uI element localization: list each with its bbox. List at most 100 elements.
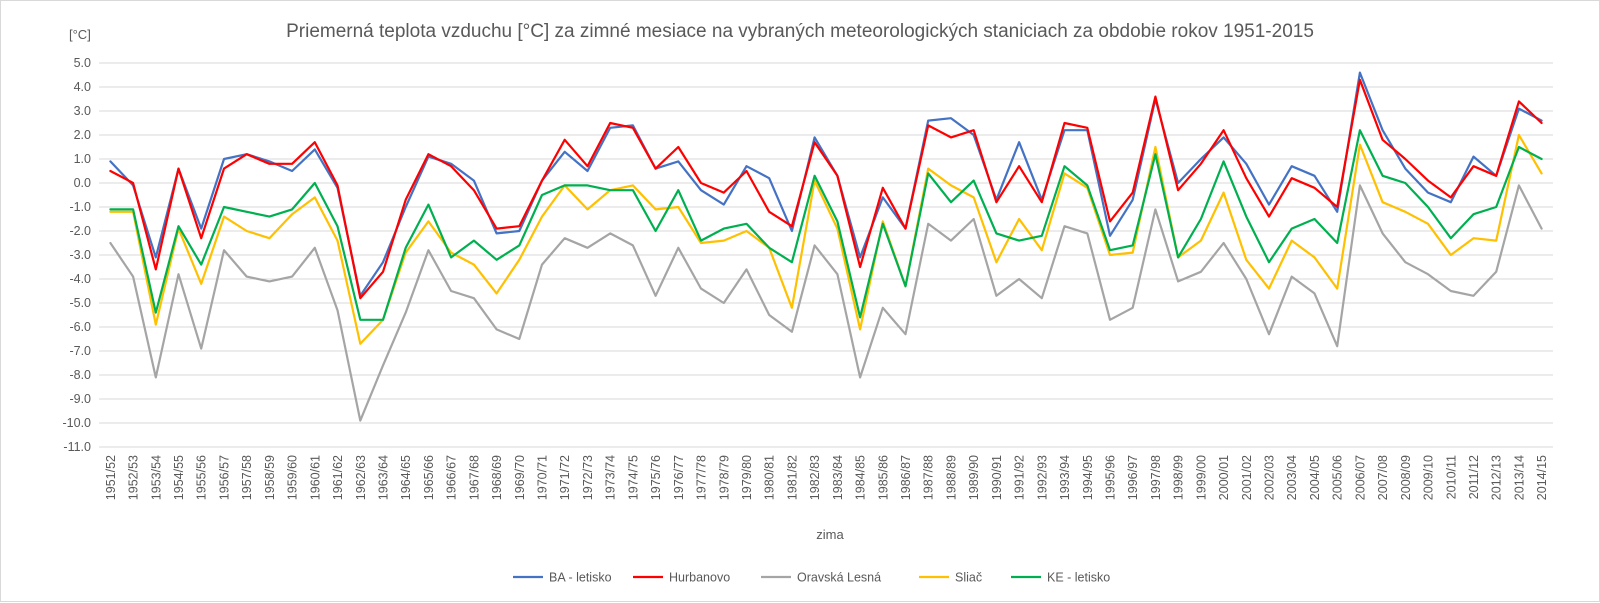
y-tick-label: -9.0 <box>69 392 91 406</box>
legend-label: KE - letisko <box>1047 571 1110 585</box>
x-tick-label: 2007/08 <box>1376 455 1390 500</box>
x-tick-label: 2004/05 <box>1308 455 1322 500</box>
x-tick-label: 1998/99 <box>1172 455 1186 500</box>
series-line-3 <box>109 133 1543 345</box>
legend-label: BA - letisko <box>549 571 612 585</box>
y-tick-label: 1.0 <box>74 152 91 166</box>
x-tick-label: 1994/95 <box>1081 455 1095 500</box>
x-tick-label: 1959/60 <box>286 455 300 500</box>
y-tick-label: 5.0 <box>74 56 91 70</box>
x-tick-label: 1974/75 <box>626 455 640 500</box>
x-tick-label: 1999/00 <box>1194 455 1208 500</box>
series-line-4 <box>109 129 1543 321</box>
y-axis-ticks: 5.0 4.0 3.0 2.0 1.0 0.0 -1.0 -2.0 -3.0 -4.0 -5.0 -6… <box>63 56 92 454</box>
y-axis-label: [°C] <box>69 27 91 42</box>
x-tick-label: 1990/91 <box>990 455 1004 500</box>
x-tick-label: 1961/62 <box>331 455 345 500</box>
series-line-2 <box>109 184 1543 422</box>
y-tick-label: 3.0 <box>74 104 91 118</box>
y-tick-label: -11.0 <box>63 440 91 454</box>
x-tick-label: 1992/93 <box>1035 455 1049 500</box>
y-tick-label: -2.0 <box>69 224 91 238</box>
x-tick-label: 1977/78 <box>695 455 709 500</box>
y-tick-label: -5.0 <box>69 296 91 310</box>
x-axis-label: zima <box>816 527 844 542</box>
x-tick-label: 1986/87 <box>899 455 913 500</box>
x-tick-label: 1965/66 <box>422 455 436 500</box>
x-tick-label: 2002/03 <box>1263 455 1277 500</box>
x-tick-label: 1971/72 <box>558 455 572 500</box>
series-line-1 <box>109 78 1543 300</box>
y-tick-label: 0.0 <box>74 176 91 190</box>
x-tick-label: 1993/94 <box>1058 455 1072 500</box>
y-tick-label: -4.0 <box>69 272 91 286</box>
x-tick-label: 2010/11 <box>1444 455 1458 499</box>
x-tick-label: 1960/61 <box>308 455 322 500</box>
x-tick-label: 1951/52 <box>104 455 118 500</box>
x-tick-label: 1958/59 <box>263 455 277 500</box>
x-tick-label: 2006/07 <box>1353 455 1367 500</box>
legend-item: Sliač <box>919 571 982 585</box>
series-lines <box>109 71 1543 422</box>
x-tick-label: 1985/86 <box>876 455 890 500</box>
y-tick-label: 4.0 <box>74 80 91 94</box>
x-tick-label: 1967/68 <box>467 455 481 500</box>
x-tick-label: 1963/64 <box>376 455 390 500</box>
chart-title: Priemerná teplota vzduchu [°C] za zimné … <box>286 21 1314 42</box>
y-tick-label: -10.0 <box>63 416 92 430</box>
x-tick-label: 1981/82 <box>785 455 799 500</box>
x-tick-label: 2008/09 <box>1399 455 1413 500</box>
y-tick-label: -8.0 <box>69 368 91 382</box>
x-axis-ticks: 1951/52 1952/53 1953/54 1954/55 1955/56 1956/… <box>104 455 1549 500</box>
y-tick-label: -7.0 <box>69 344 91 358</box>
x-tick-label: 1997/98 <box>1149 455 1163 500</box>
x-tick-label: 1979/80 <box>740 455 754 500</box>
x-tick-label: 1952/53 <box>127 455 141 500</box>
y-tick-label: 2.0 <box>74 128 91 142</box>
x-tick-label: 2000/01 <box>1217 455 1231 500</box>
y-tick-label: -1.0 <box>69 200 91 214</box>
legend-item: Oravská Lesná <box>761 571 881 585</box>
x-tick-label: 1962/63 <box>354 455 368 500</box>
x-tick-label: 1988/89 <box>944 455 958 500</box>
legend-label: Sliač <box>955 571 982 585</box>
x-tick-label: 2009/10 <box>1422 455 1436 500</box>
x-tick-label: 1969/70 <box>513 455 527 500</box>
x-tick-label: 2001/02 <box>1240 455 1254 500</box>
x-tick-label: 1989/90 <box>967 455 981 500</box>
x-tick-label: 1987/88 <box>922 455 936 500</box>
x-tick-label: 2014/15 <box>1535 455 1549 500</box>
x-tick-label: 1995/96 <box>1103 455 1117 500</box>
x-tick-label: 1980/81 <box>763 455 777 500</box>
legend-item: BA - letisko <box>513 571 612 585</box>
x-tick-label: 1966/67 <box>445 455 459 500</box>
x-tick-label: 1968/69 <box>490 455 504 500</box>
x-tick-label: 1954/55 <box>172 455 186 500</box>
x-tick-label: 2011/12 <box>1467 455 1481 499</box>
x-tick-label: 2005/06 <box>1331 455 1345 500</box>
x-tick-label: 1996/97 <box>1126 455 1140 500</box>
x-tick-label: 1955/56 <box>195 455 209 500</box>
x-tick-label: 2013/14 <box>1512 455 1526 500</box>
x-tick-label: 1982/83 <box>808 455 822 500</box>
legend-label: Hurbanovo <box>669 571 730 585</box>
x-tick-label: 1984/85 <box>854 455 868 500</box>
legend-label: Oravská Lesná <box>797 571 881 585</box>
x-tick-label: 1970/71 <box>536 455 550 500</box>
x-tick-label: 1964/65 <box>399 455 413 500</box>
x-tick-label: 1972/73 <box>581 455 595 500</box>
legend-item: Hurbanovo <box>633 571 730 585</box>
x-tick-label: 1973/74 <box>604 455 618 500</box>
x-tick-label: 1953/54 <box>149 455 163 500</box>
y-tick-label: -3.0 <box>69 248 91 262</box>
x-tick-label: 1991/92 <box>1013 455 1027 500</box>
x-tick-label: 1976/77 <box>672 455 686 500</box>
legend-item: KE - letisko <box>1011 571 1110 585</box>
x-tick-label: 1978/79 <box>717 455 731 500</box>
y-tick-label: -6.0 <box>69 320 91 334</box>
x-tick-label: 2003/04 <box>1285 455 1299 500</box>
x-tick-label: 1975/76 <box>649 455 663 500</box>
x-tick-label: 1956/57 <box>217 455 231 500</box>
